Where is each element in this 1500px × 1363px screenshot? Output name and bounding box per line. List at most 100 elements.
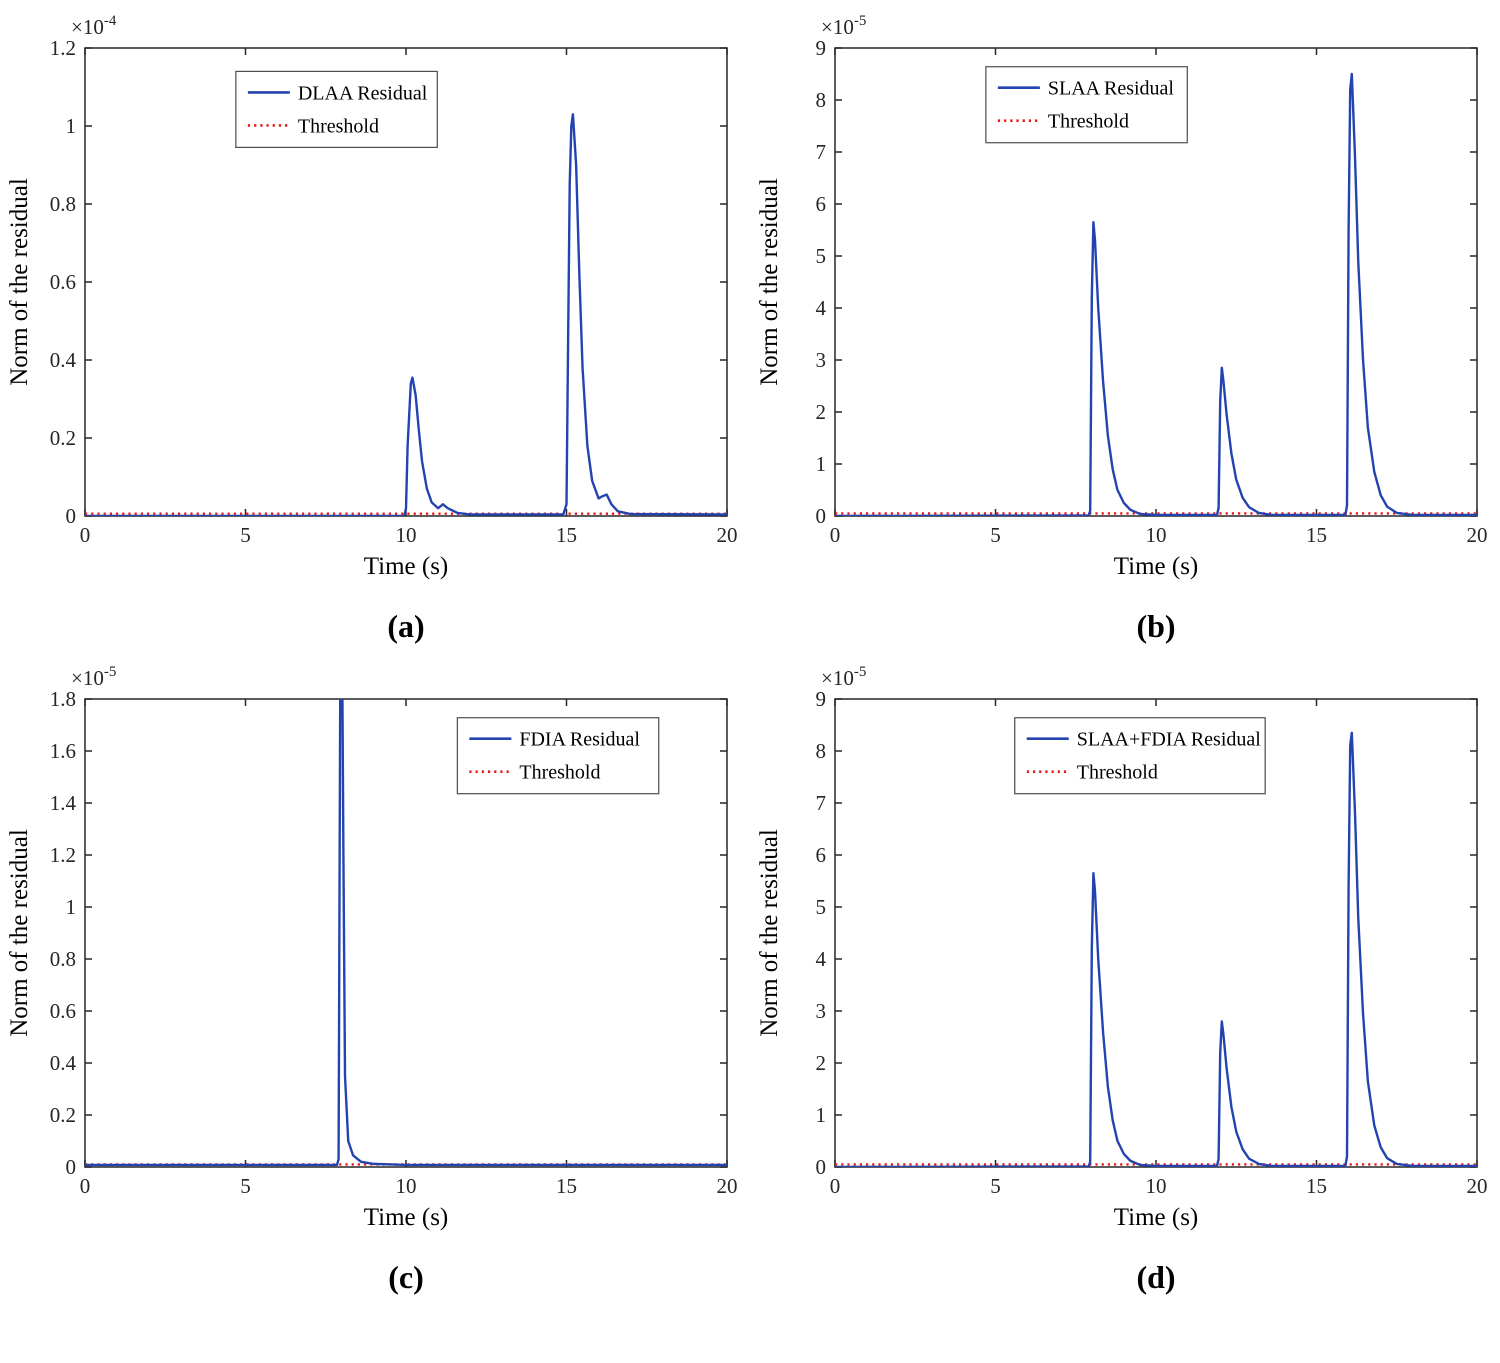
y-exponent-label: ×10-5	[821, 664, 866, 690]
y-axis-label: Norm of the residual	[6, 829, 33, 1037]
x-tick-label: 10	[396, 1174, 417, 1198]
y-tick-label: 9	[816, 36, 827, 60]
legend-label: Threshold	[1077, 762, 1158, 784]
caption-d: (d)	[1136, 1259, 1176, 1295]
y-tick-label: 9	[816, 687, 827, 711]
y-tick-label: 0.4	[50, 348, 77, 372]
x-tick-label: 15	[556, 523, 577, 547]
legend-label: Threshold	[519, 762, 600, 784]
y-exponent-label: ×10-5	[821, 13, 866, 39]
y-tick-label: 3	[816, 348, 827, 372]
y-tick-label: 2	[816, 1051, 827, 1075]
chart-svg-c: 0 5 10 15 2000.20.40.60.811.21.41.61.8×10-5T…	[5, 659, 745, 1251]
plot-area	[85, 699, 727, 1167]
chart-d: 0 5 10 15 20 0 1 2 3 4 5 6 7 8 9 ×10-5 Time (s) Norm of t…	[750, 659, 1495, 1251]
y-tick-label: 0.4	[50, 1051, 77, 1075]
y-tick-label: 0.6	[50, 999, 76, 1023]
x-axis-label: Time (s)	[1114, 553, 1199, 580]
y-tick-label: 5	[816, 895, 827, 919]
chart-b: 0 5 10 15 20 0 1 2 3 4 5 6 7 8 9 ×10-5 Time (s) Norm of t…	[750, 8, 1495, 600]
plot-area	[835, 72, 1477, 516]
y-tick-label: 7	[816, 791, 827, 815]
y-tick-label: 1	[66, 895, 77, 919]
x-tick-label: 15	[1306, 523, 1327, 547]
y-tick-label: 0.8	[50, 192, 76, 216]
x-tick-label: 5	[990, 1174, 1001, 1198]
y-tick-label: 6	[816, 192, 827, 216]
x-tick-label: 5	[990, 523, 1001, 547]
legend-label: SLAA Residual	[1048, 78, 1175, 100]
legend: FDIA Residual Threshold	[456, 717, 660, 795]
legend-label: SLAA+FDIA Residual	[1077, 729, 1262, 751]
y-tick-label: 0	[816, 1155, 827, 1179]
legend-box	[1014, 717, 1266, 795]
y-tick-label: 0.6	[50, 270, 76, 294]
legend-box	[985, 66, 1188, 144]
y-tick-label: 7	[816, 140, 827, 164]
x-tick-label: 20	[717, 1174, 738, 1198]
y-axis-label: Norm of the residual	[756, 178, 783, 386]
x-tick-label: 20	[1467, 1174, 1488, 1198]
panel-d: 0 5 10 15 20 0 1 2 3 4 5 6 7 8 9 ×10-5 Time (s) Norm of t…	[750, 659, 1500, 1310]
chart-a: 0 5 10 15 20 0 0.2 0.4 0.6 0.8 1 1.2 ×10-4 Time (s) No…	[0, 8, 745, 600]
x-axis: 0 5 10 15 20	[80, 699, 738, 1198]
y-tick-label: 0	[66, 504, 77, 528]
x-tick-label: 20	[717, 523, 738, 547]
y-axis: 0 0.2 0.4 0.6 0.8 1 1.2	[50, 36, 727, 528]
y-tick-label: 2	[816, 400, 827, 424]
y-axis: 0 0.2 0.4 0.6 0.8 1 1.2 1.4 1.6 1.8	[50, 687, 727, 1179]
chart-svg-b: 0 5 10 15 20 0 1 2 3 4 5 6 7 8 9×10-5 Time (s) Norm of t…	[755, 8, 1495, 600]
caption-c: (c)	[388, 1259, 424, 1295]
chart-c: 0 5 10 15 20 0 0.2 0.4 0.6 0.8 1 1.2 1.4 1.6 1.8 ×10-5 T…	[0, 659, 745, 1251]
x-tick-label: 5	[240, 523, 251, 547]
legend: DLAA Residual Threshold	[235, 70, 438, 149]
y-axis-label: Norm of the residual	[756, 829, 783, 1037]
x-tick-label: 0	[830, 523, 841, 547]
figure-grid: 0 5 10 15 20 0 0.2 0.4 0.6 0.8 1 1.2 ×10-4 Time (s) No…	[0, 8, 1500, 1310]
legend-label: DLAA Residual	[298, 82, 428, 104]
residual-series-line	[835, 731, 1477, 1167]
y-tick-label: 8	[816, 739, 827, 763]
plot-area	[85, 113, 727, 516]
residual-series-line	[835, 72, 1477, 516]
y-tick-label: 8	[816, 88, 827, 112]
panel-b: 0 5 10 15 20 0 1 2 3 4 5 6 7 8 9 ×10-5 Time (s) Norm of t…	[750, 8, 1500, 659]
y-tick-label: 5	[816, 244, 827, 268]
y-tick-label: 0	[816, 504, 827, 528]
y-tick-label: 1.8	[50, 687, 76, 711]
y-tick-label: 1.2	[50, 843, 76, 867]
panel-a: 0 5 10 15 20 0 0.2 0.4 0.6 0.8 1 1.2 ×10-4 Time (s) No…	[0, 8, 750, 659]
caption-b: (b)	[1136, 608, 1176, 644]
y-tick-label: 1.6	[50, 739, 76, 763]
x-axis: 0 5 10 15 20	[80, 48, 738, 547]
y-tick-label: 0	[66, 1155, 77, 1179]
y-tick-label: 0.2	[50, 1103, 76, 1127]
x-tick-label: 15	[1306, 1174, 1327, 1198]
y-tick-label: 1.2	[50, 36, 76, 60]
x-axis-label: Time (s)	[1114, 1204, 1199, 1231]
y-tick-label: 6	[816, 843, 827, 867]
x-tick-label: 10	[1146, 523, 1167, 547]
y-tick-label: 1	[66, 114, 77, 138]
legend-box	[456, 717, 660, 795]
y-axis-label: Norm of the residual	[6, 178, 33, 386]
legend: SLAA Residual Threshold	[985, 66, 1188, 144]
x-tick-label: 5	[240, 1174, 251, 1198]
x-tick-label: 0	[80, 1174, 91, 1198]
residual-series-line	[85, 699, 727, 1167]
x-tick-label: 10	[396, 523, 417, 547]
x-tick-label: 0	[830, 1174, 841, 1198]
legend-label: Threshold	[298, 115, 379, 137]
legend-label: Threshold	[1048, 111, 1129, 133]
x-tick-label: 20	[1467, 523, 1488, 547]
y-tick-label: 1	[816, 452, 827, 476]
caption-a: (a)	[387, 608, 425, 644]
y-tick-label: 4	[816, 947, 827, 971]
y-tick-label: 3	[816, 999, 827, 1023]
chart-svg-d: 0 5 10 15 20 0 1 2 3 4 5 6 7 8 9×10-5 Time (s) Norm of t…	[755, 659, 1495, 1251]
x-tick-label: 0	[80, 523, 91, 547]
residual-series-line	[85, 113, 727, 516]
y-tick-label: 0.2	[50, 426, 76, 450]
plot-area	[835, 731, 1477, 1167]
